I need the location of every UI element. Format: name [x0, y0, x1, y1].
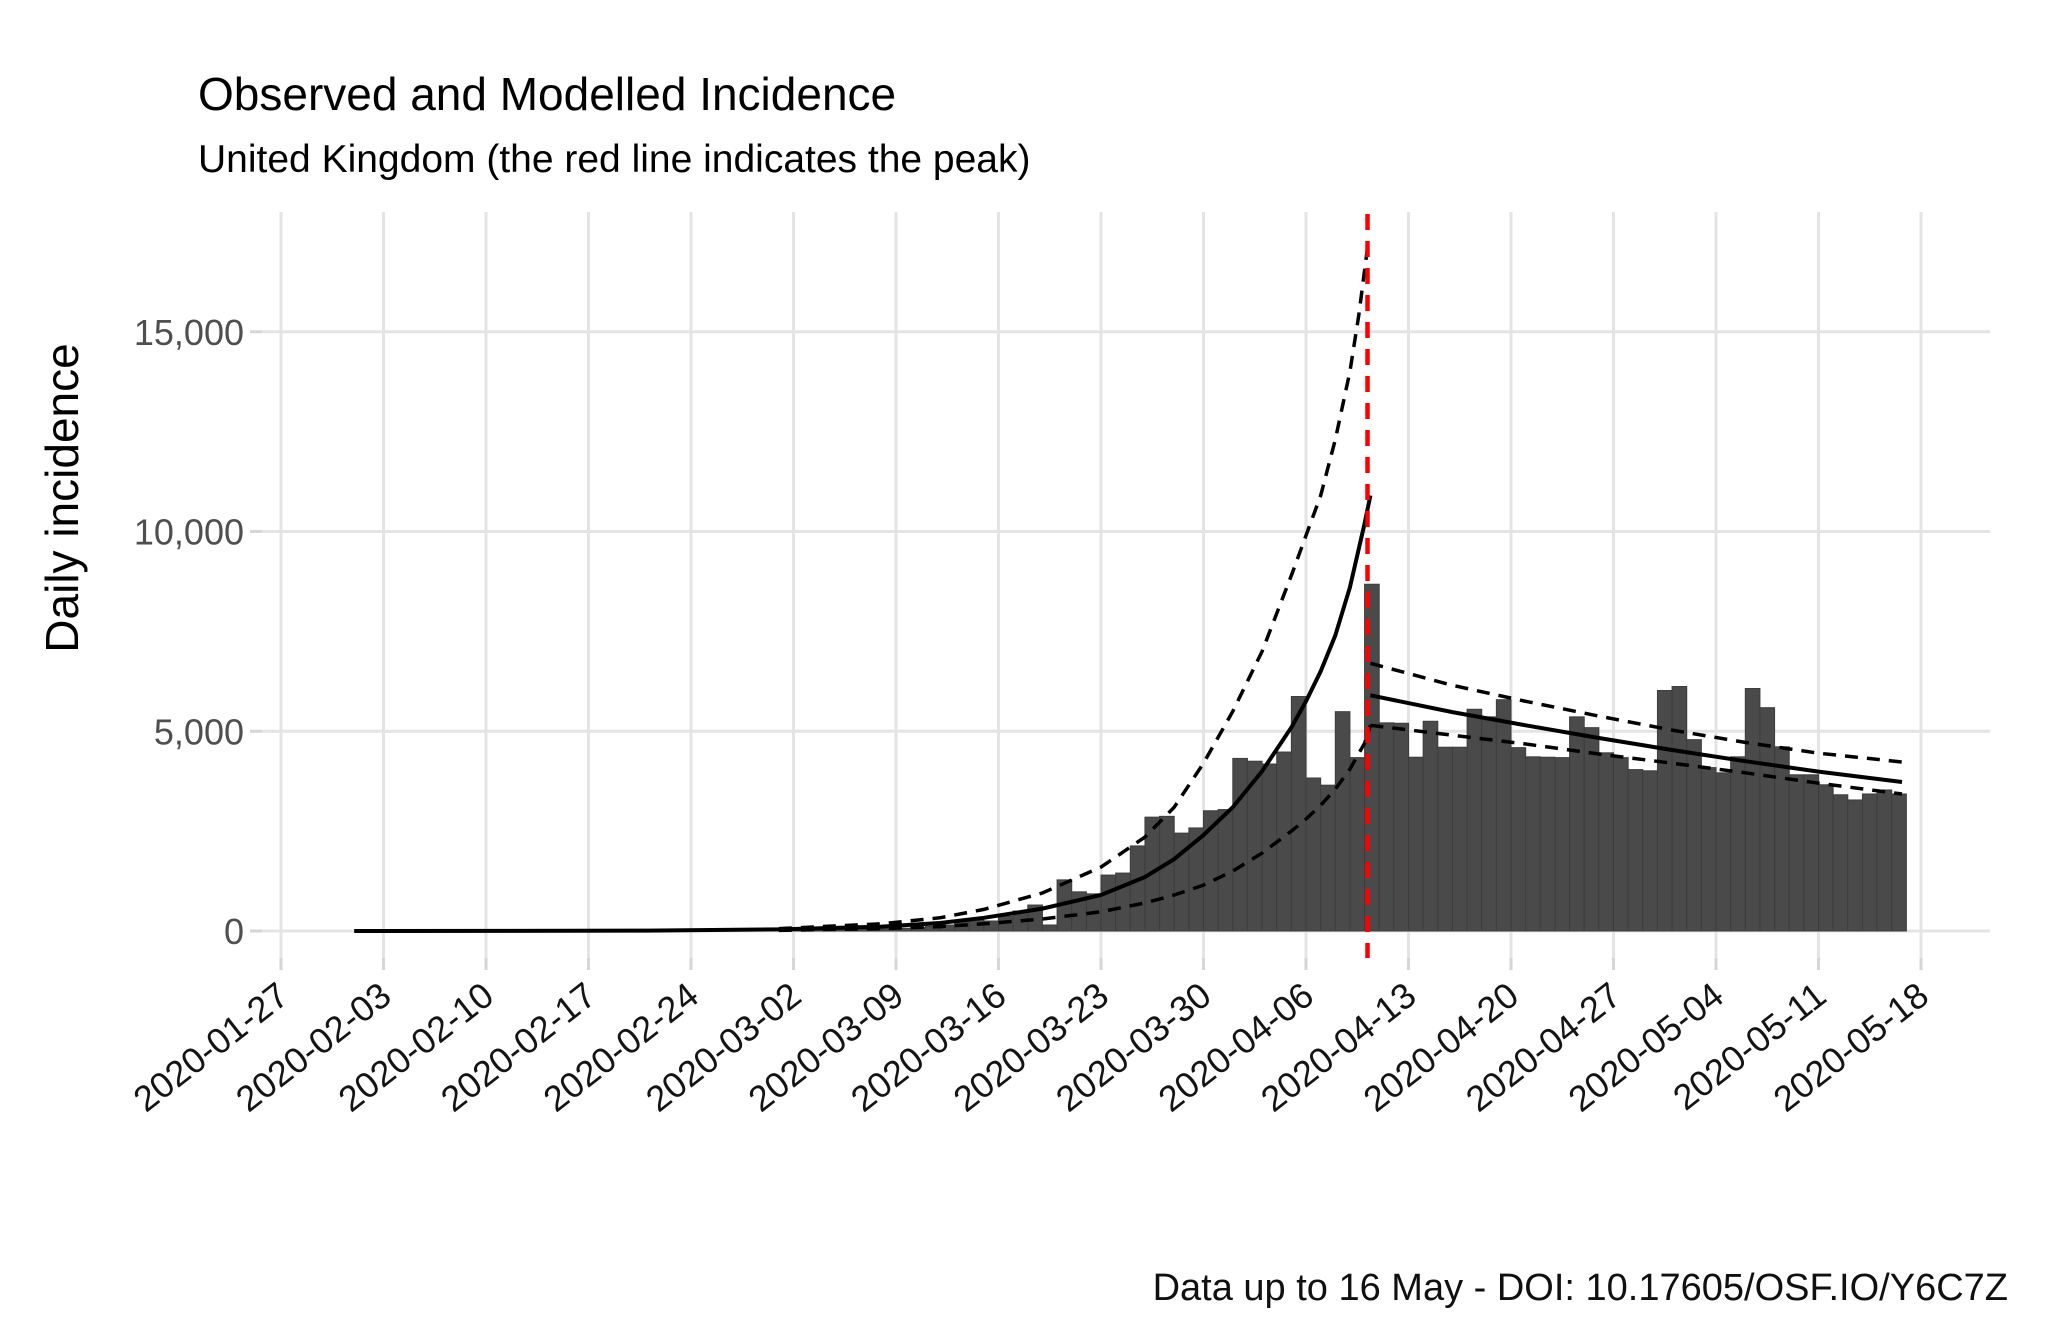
incidence-bar	[1627, 769, 1644, 932]
incidence-bar	[1422, 720, 1439, 932]
incidence-bar	[1730, 756, 1746, 932]
incidence-bar	[1774, 746, 1790, 932]
axis-tick-marks	[250, 330, 1923, 970]
incidence-bar	[1788, 774, 1805, 932]
incidence-bar	[1100, 874, 1117, 932]
incidence-bar	[1861, 793, 1878, 932]
incidence-bar	[1217, 809, 1234, 932]
incidence-bar	[1554, 757, 1571, 932]
incidence-bar	[1495, 699, 1512, 932]
incidence-bar	[1876, 789, 1893, 932]
incidence-bar	[1290, 695, 1307, 932]
incidence-bar	[1715, 772, 1732, 932]
incidence-bar	[1408, 756, 1424, 932]
y-axis-tick-labels: 0 5,000 10,000 15,000	[134, 312, 244, 952]
y-tick-label: 5,000	[154, 711, 244, 752]
incidence-bar	[1525, 756, 1541, 932]
incidence-bar	[1539, 756, 1556, 932]
incidence-bar	[1671, 686, 1688, 932]
incidence-bar	[1437, 746, 1453, 932]
model-ci-lower-growth	[778, 724, 1373, 933]
incidence-bar	[1041, 924, 1058, 932]
incidence-bar	[1818, 784, 1834, 932]
y-tick-label: 15,000	[134, 312, 244, 353]
incidence-bar	[1510, 747, 1527, 932]
incidence-bar	[1378, 722, 1395, 932]
incidence-bar	[1803, 774, 1820, 932]
model-fit-growth	[354, 495, 1373, 933]
incidence-bar	[1598, 752, 1615, 932]
incidence-bar	[1832, 794, 1849, 932]
incidence-bar	[1466, 708, 1483, 932]
incidence-bar	[1700, 767, 1717, 932]
incidence-bar	[1481, 716, 1497, 932]
model-ci-upper-decline	[1369, 661, 1903, 764]
chart-title: Observed and Modelled Incidence	[198, 68, 896, 120]
model-ci-lower-decline	[1370, 723, 1903, 796]
incidence-bar	[1744, 688, 1761, 932]
chart-subtitle: United Kingdom (the red line indicates t…	[198, 138, 1030, 181]
incidence-bar	[1305, 777, 1322, 932]
incidence-bar	[1159, 815, 1175, 932]
incidence-bar	[1232, 757, 1248, 932]
model-fit-lines	[354, 247, 1903, 933]
incidence-bar	[1261, 763, 1278, 932]
chart-caption: Data up to 16 May - DOI: 10.17605/OSF.IO…	[1153, 1267, 2008, 1309]
incidence-bar	[1613, 757, 1629, 932]
incidence-bar	[1847, 799, 1863, 932]
incidence-bar	[1451, 746, 1468, 932]
incidence-bar	[1115, 872, 1131, 932]
incidence-bar	[1642, 770, 1658, 932]
model-ci-upper-growth	[778, 247, 1370, 931]
incidence-bar	[1759, 707, 1776, 932]
y-tick-label: 0	[224, 911, 244, 952]
incidence-bar	[1334, 711, 1351, 932]
incidence-bar	[1320, 784, 1336, 932]
incidence-bar	[1891, 793, 1907, 932]
incidence-bar	[1129, 845, 1146, 932]
model-fit-decline	[1369, 693, 1903, 784]
observed-incidence-bars	[778, 583, 1907, 932]
incidence-bar	[1349, 757, 1366, 932]
x-axis-tick-labels: 2020-01-272020-02-032020-02-102020-02-17…	[126, 974, 1936, 1120]
y-axis-title: Daily incidence	[36, 343, 88, 652]
y-tick-label: 10,000	[134, 512, 244, 553]
incidence-bar	[1393, 722, 1410, 932]
incidence-bar	[1583, 727, 1600, 932]
